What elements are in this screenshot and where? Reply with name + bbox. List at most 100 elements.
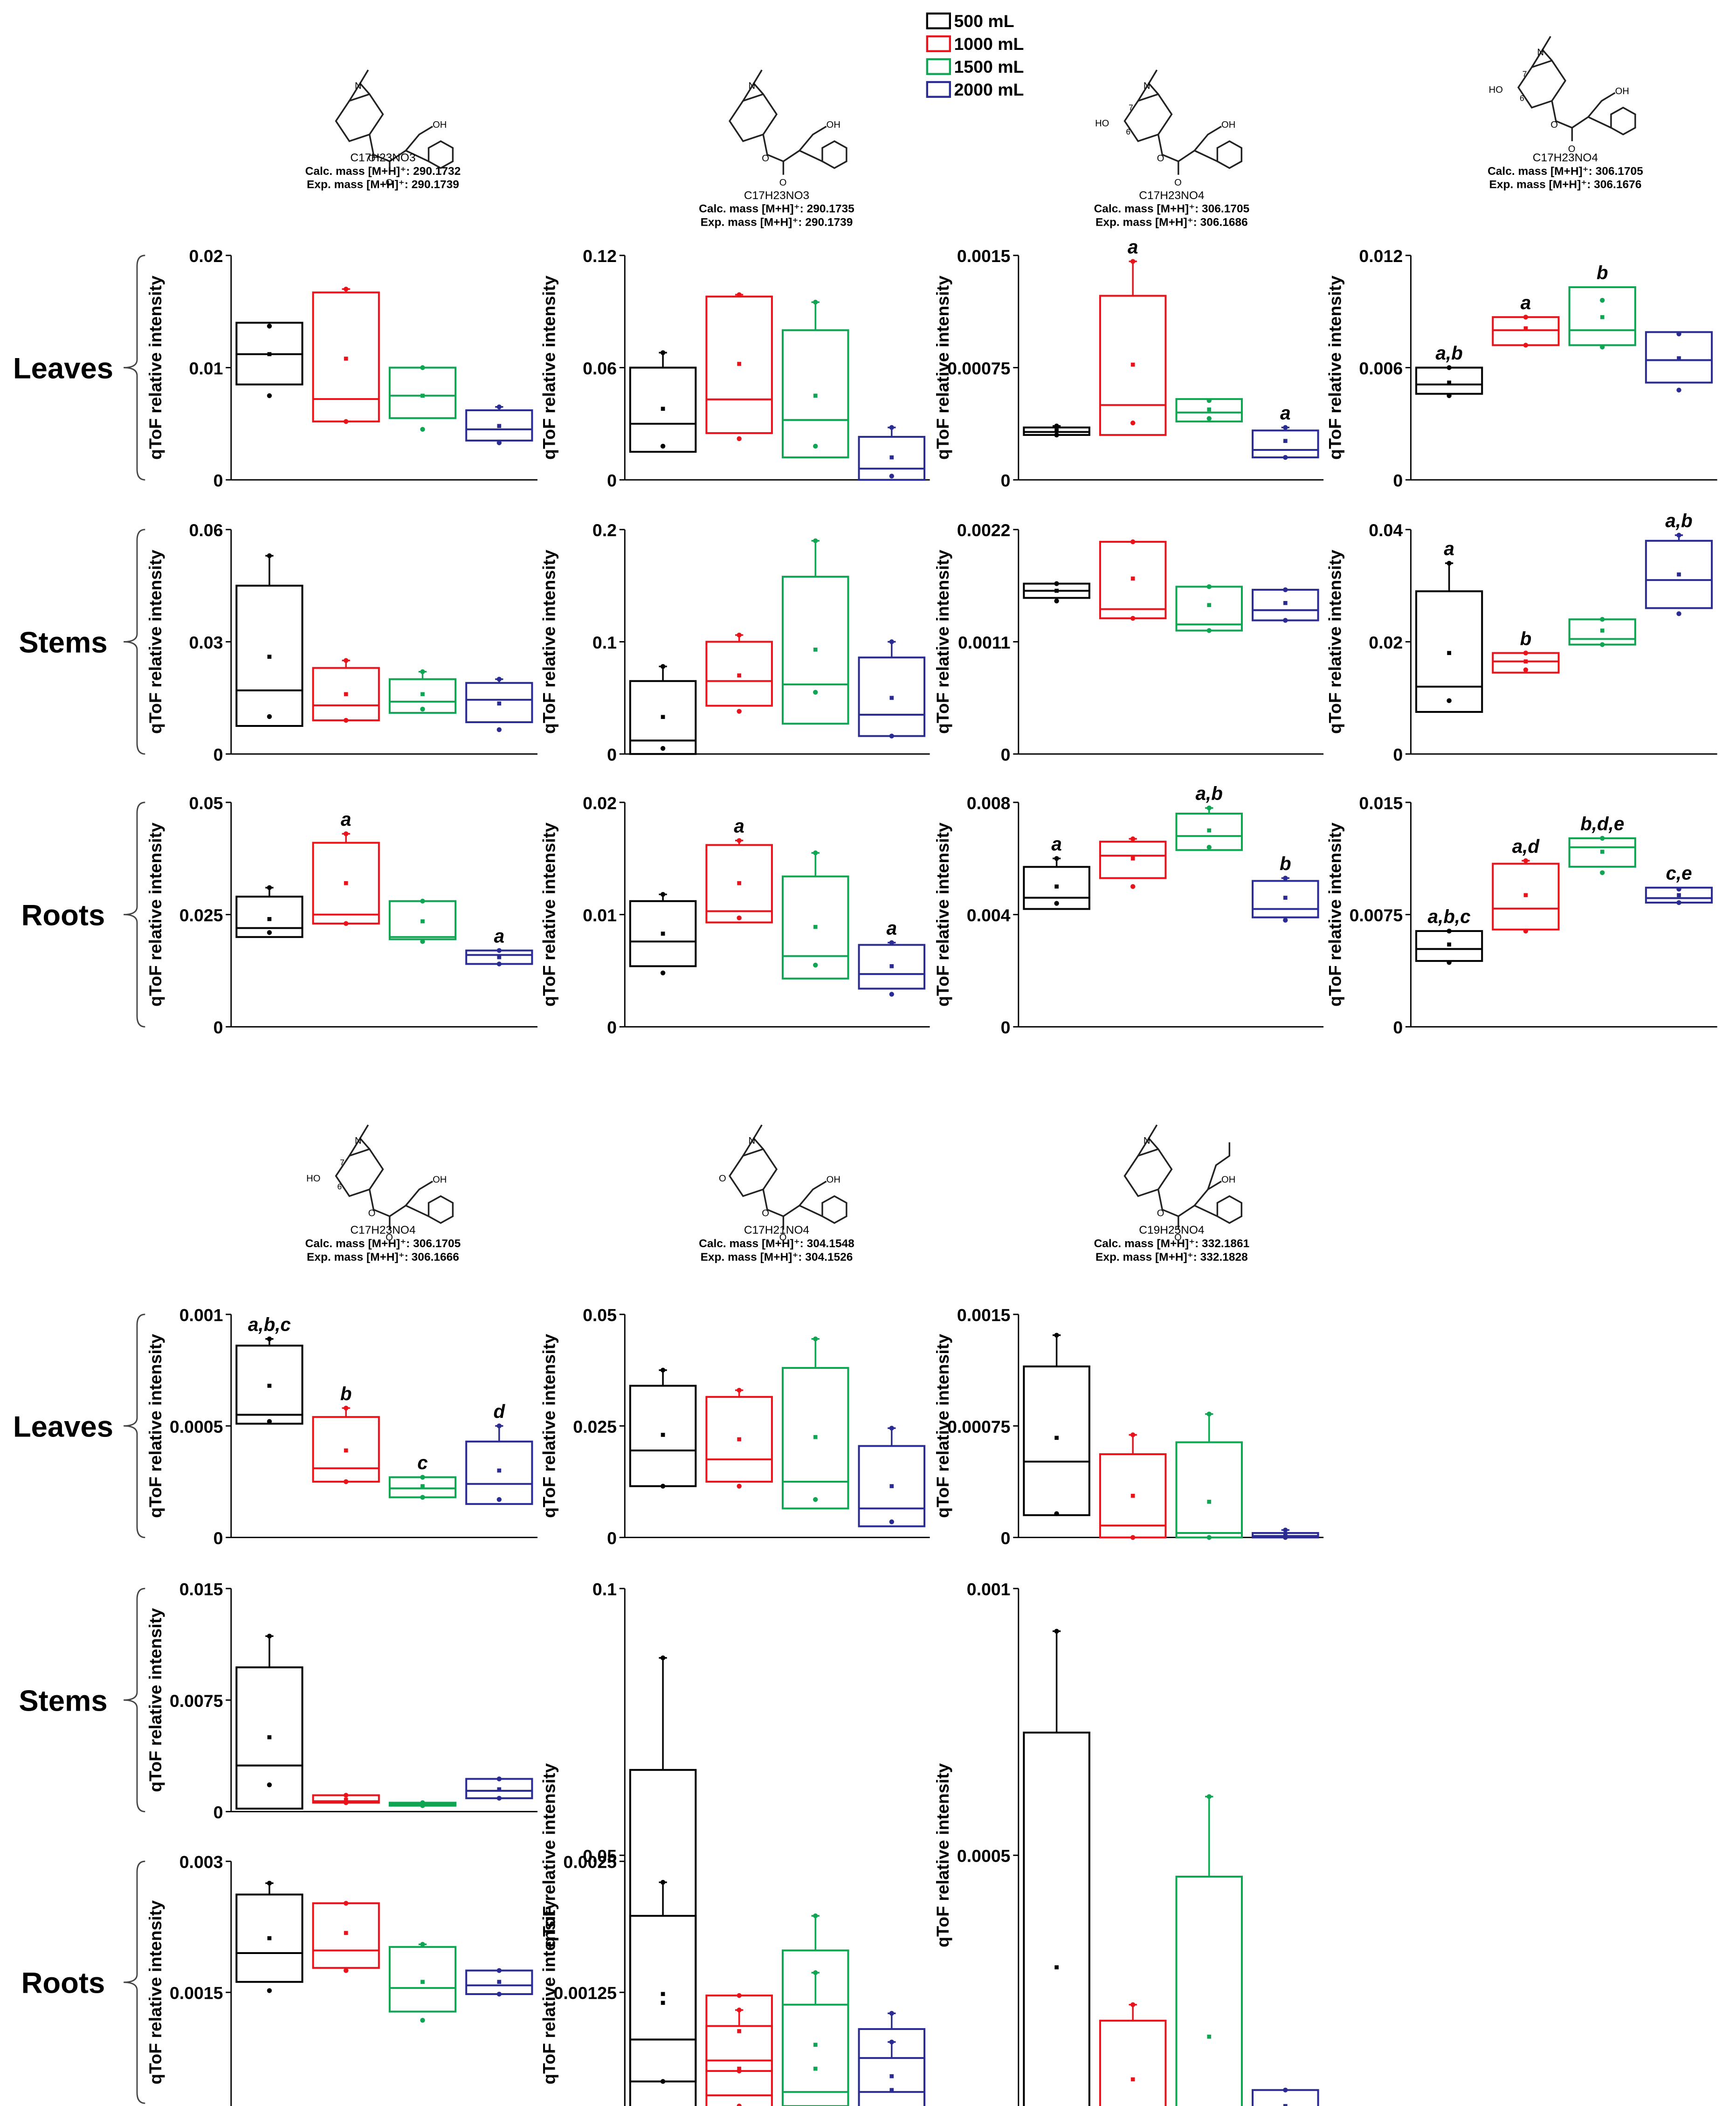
box-body: [858, 2057, 926, 2106]
data-point: [1600, 870, 1605, 875]
box-mean: [661, 2001, 665, 2005]
box-mean: [497, 424, 502, 428]
panels: 0 0.01 0.02 qToF relative intensity 0 0.06 0.1…: [145, 236, 1717, 2106]
data-point: [1130, 259, 1136, 264]
data-point: [1130, 421, 1136, 426]
box-panel: 0 0.006 0.012 qToF relative intensity a,b a b: [1325, 246, 1717, 490]
box-panel: 0 0.06 0.12 qToF relative intensity: [539, 246, 930, 490]
significance-label: a,d: [1512, 835, 1540, 857]
data-point: [737, 1388, 742, 1393]
box-mean: [344, 1448, 348, 1453]
data-point: [737, 1993, 742, 1998]
data-point: [496, 1497, 502, 1502]
structure-bond: [799, 1205, 823, 1217]
data-point: [1447, 928, 1452, 934]
box-mean: [1677, 356, 1681, 360]
box-body: [1252, 880, 1319, 918]
data-point: [660, 443, 666, 449]
data-point: [496, 1968, 502, 1973]
compound-formula: C17H23NO4: [1139, 189, 1204, 202]
data-point: [267, 1419, 272, 1424]
box-body: [1023, 866, 1090, 910]
compound-formula: C17H23NO3: [350, 152, 415, 164]
compound-calc-mass: Calc. mass [M+H]⁺: 290.1735: [699, 203, 854, 215]
data-point: [889, 992, 894, 997]
data-point: [496, 440, 502, 445]
data-point: [1676, 532, 1681, 538]
data-point: [813, 538, 818, 544]
box-body: [465, 1440, 533, 1505]
data-point: [1206, 845, 1212, 850]
data-point: [813, 299, 818, 305]
box-body: [235, 1666, 303, 1810]
data-point: [660, 1655, 666, 1661]
structure-bond: [1148, 1124, 1158, 1139]
y-tick-label: 0: [607, 471, 617, 490]
y-tick-label: 0.0005: [170, 1417, 223, 1436]
data-point: [1600, 345, 1605, 350]
significance-label: b: [1597, 262, 1608, 283]
y-axis-label: qToF relative intensity: [933, 276, 952, 460]
structure-bond: [1194, 1205, 1218, 1217]
box-mean: [1130, 2077, 1135, 2082]
data-point: [267, 1880, 272, 1886]
box-mean: [344, 1931, 348, 1935]
y-tick-label: 0: [607, 1528, 617, 1548]
box-mean: [737, 1437, 741, 1442]
box-mean: [497, 701, 502, 706]
y-tick-label: 0.2: [592, 520, 617, 540]
legend-swatch: [926, 35, 951, 52]
data-point: [1447, 960, 1452, 965]
data-point: [420, 706, 425, 712]
data-point: [1054, 423, 1059, 428]
legend-label: 1000 mL: [954, 34, 1024, 54]
y-tick-label: 0.025: [573, 1417, 617, 1436]
structure-bond: [1610, 106, 1636, 136]
structure-bond: [753, 69, 763, 84]
data-point: [420, 1475, 425, 1480]
y-tick-label: 0.0015: [170, 1983, 223, 2003]
box-mean: [1130, 856, 1135, 861]
data-point: [737, 2068, 742, 2074]
y-tick-label: 0: [214, 1018, 223, 1037]
structure-bond: [1148, 69, 1158, 84]
significance-label: a,b: [1435, 342, 1462, 364]
structure-bond: [1157, 134, 1195, 163]
box-mean: [1054, 1436, 1059, 1440]
significance-label: a,b: [1196, 783, 1223, 804]
data-point: [267, 1988, 272, 1993]
y-axis-label: qToF relative intensity: [1325, 276, 1345, 460]
structure-atom: 7: [1522, 69, 1527, 78]
box-mean: [889, 455, 894, 460]
structure-bond: [753, 1124, 763, 1139]
significance-label: a: [734, 815, 744, 836]
box-panel: 0 0.0075 0.015 qToF relative intensity a,b,c…: [1325, 793, 1717, 1037]
data-point: [660, 664, 666, 669]
row-label: Roots: [21, 1967, 105, 2000]
data-point: [737, 838, 742, 843]
box-panel: 0 0.0075 0.015 qToF relative intensity: [145, 1580, 537, 1822]
box-mean: [1130, 1493, 1135, 1498]
y-tick-label: 0: [214, 471, 223, 490]
data-point: [813, 690, 818, 695]
box-mean: [267, 352, 272, 356]
y-tick-label: 0.0075: [1350, 905, 1403, 925]
data-point: [660, 970, 666, 975]
structure-atom: N: [355, 81, 362, 91]
significance-label: a: [1051, 833, 1061, 855]
structure-atom: N: [1144, 81, 1150, 91]
y-tick-label: 0.00075: [947, 359, 1010, 378]
structure-bond: [1588, 116, 1612, 129]
data-point: [1600, 617, 1605, 622]
y-tick-label: 0.025: [179, 905, 223, 925]
box-mean: [1283, 439, 1288, 443]
structure-bond: [335, 93, 384, 142]
box-body: [1415, 590, 1483, 713]
box-mean: [889, 2088, 894, 2092]
data-point: [660, 2079, 666, 2084]
